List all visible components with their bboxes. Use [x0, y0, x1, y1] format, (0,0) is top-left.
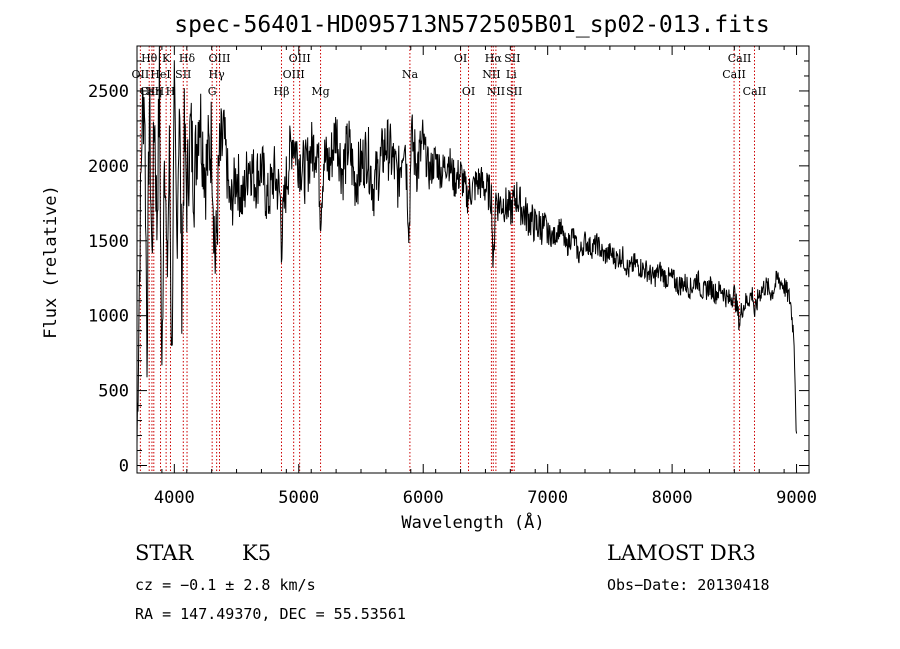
chart-title: spec-56401-HD095713N572505B01_sp02-013.f… — [174, 12, 769, 38]
line-marker-label: K — [162, 52, 171, 65]
x-tick-label: 4000 — [154, 488, 195, 508]
line-marker-label: CaII — [728, 52, 752, 65]
y-tick-label: 2000 — [88, 157, 129, 177]
x-tick-label: 5000 — [278, 488, 319, 508]
line-marker-label: Hδ — [179, 52, 196, 65]
line-marker-label: CaH — [140, 85, 165, 98]
line-marker-label: SII — [175, 68, 191, 81]
x-tick-label: 9000 — [776, 488, 817, 508]
line-marker-label: SII — [506, 85, 522, 98]
survey-name: LAMOST DR3 — [607, 541, 756, 565]
spectral-subclass: K5 — [242, 541, 271, 565]
line-marker-label: G — [208, 85, 217, 98]
line-marker-label: H — [166, 85, 176, 98]
object-class: STAR — [135, 541, 194, 565]
line-marker-label: Hβ — [274, 85, 290, 98]
line-marker-label: HeI — [150, 68, 170, 81]
sky-coordinates: RA = 147.49370, DEC = 55.53561 — [135, 605, 406, 623]
line-marker-label: OI — [454, 52, 467, 65]
x-axis-ticks: 4000 5000 6000 7000 8000 9000 — [136, 46, 817, 508]
observation-date: Obs−Date: 20130418 — [607, 576, 770, 594]
line-marker-label: Hθ — [141, 52, 158, 65]
y-tick-label: 500 — [98, 382, 129, 402]
line-marker-label: NII — [487, 85, 505, 98]
line-marker-label: OIII — [208, 52, 230, 65]
line-marker-label: Li — [506, 68, 517, 81]
x-tick-label: 6000 — [403, 488, 444, 508]
line-marker-label: NII — [482, 68, 500, 81]
line-marker-label: Na — [402, 68, 419, 81]
y-axis-label: Flux (relative) — [41, 185, 61, 339]
line-marker-label: OIII — [289, 52, 311, 65]
y-tick-label: 1000 — [88, 307, 129, 327]
y-tick-label: 0 — [119, 457, 129, 477]
x-axis-label: Wavelength (Å) — [401, 511, 544, 533]
y-tick-label: 1500 — [88, 232, 129, 252]
line-marker-label: Hγ — [209, 68, 226, 81]
x-tick-label: 7000 — [527, 488, 568, 508]
line-marker-label: Hα — [485, 52, 503, 65]
line-marker-label: SII — [504, 52, 520, 65]
x-tick-label: 8000 — [652, 488, 693, 508]
line-marker-label: CaII — [722, 68, 746, 81]
line-marker-label: CaII — [743, 85, 767, 98]
line-marker-label: OI — [462, 85, 475, 98]
line-marker-label: Mg — [311, 85, 329, 98]
spectral-line-labels: OIIHθCaHHηHeIKHSIIHδGHγOIIIHβOIIIOIIIMgN… — [132, 52, 767, 98]
plot-frame — [136, 45, 810, 474]
spectral-line-markers — [139, 46, 755, 473]
redshift-readout: cz = −0.1 ± 2.8 km/s — [135, 576, 316, 594]
flux-series-line — [136, 45, 798, 445]
y-axis-ticks: 0 500 1000 1500 2000 2500 — [88, 60, 809, 477]
line-marker-label: OII — [132, 68, 150, 81]
y-tick-label: 2500 — [88, 82, 129, 102]
line-marker-label: OIII — [283, 68, 305, 81]
